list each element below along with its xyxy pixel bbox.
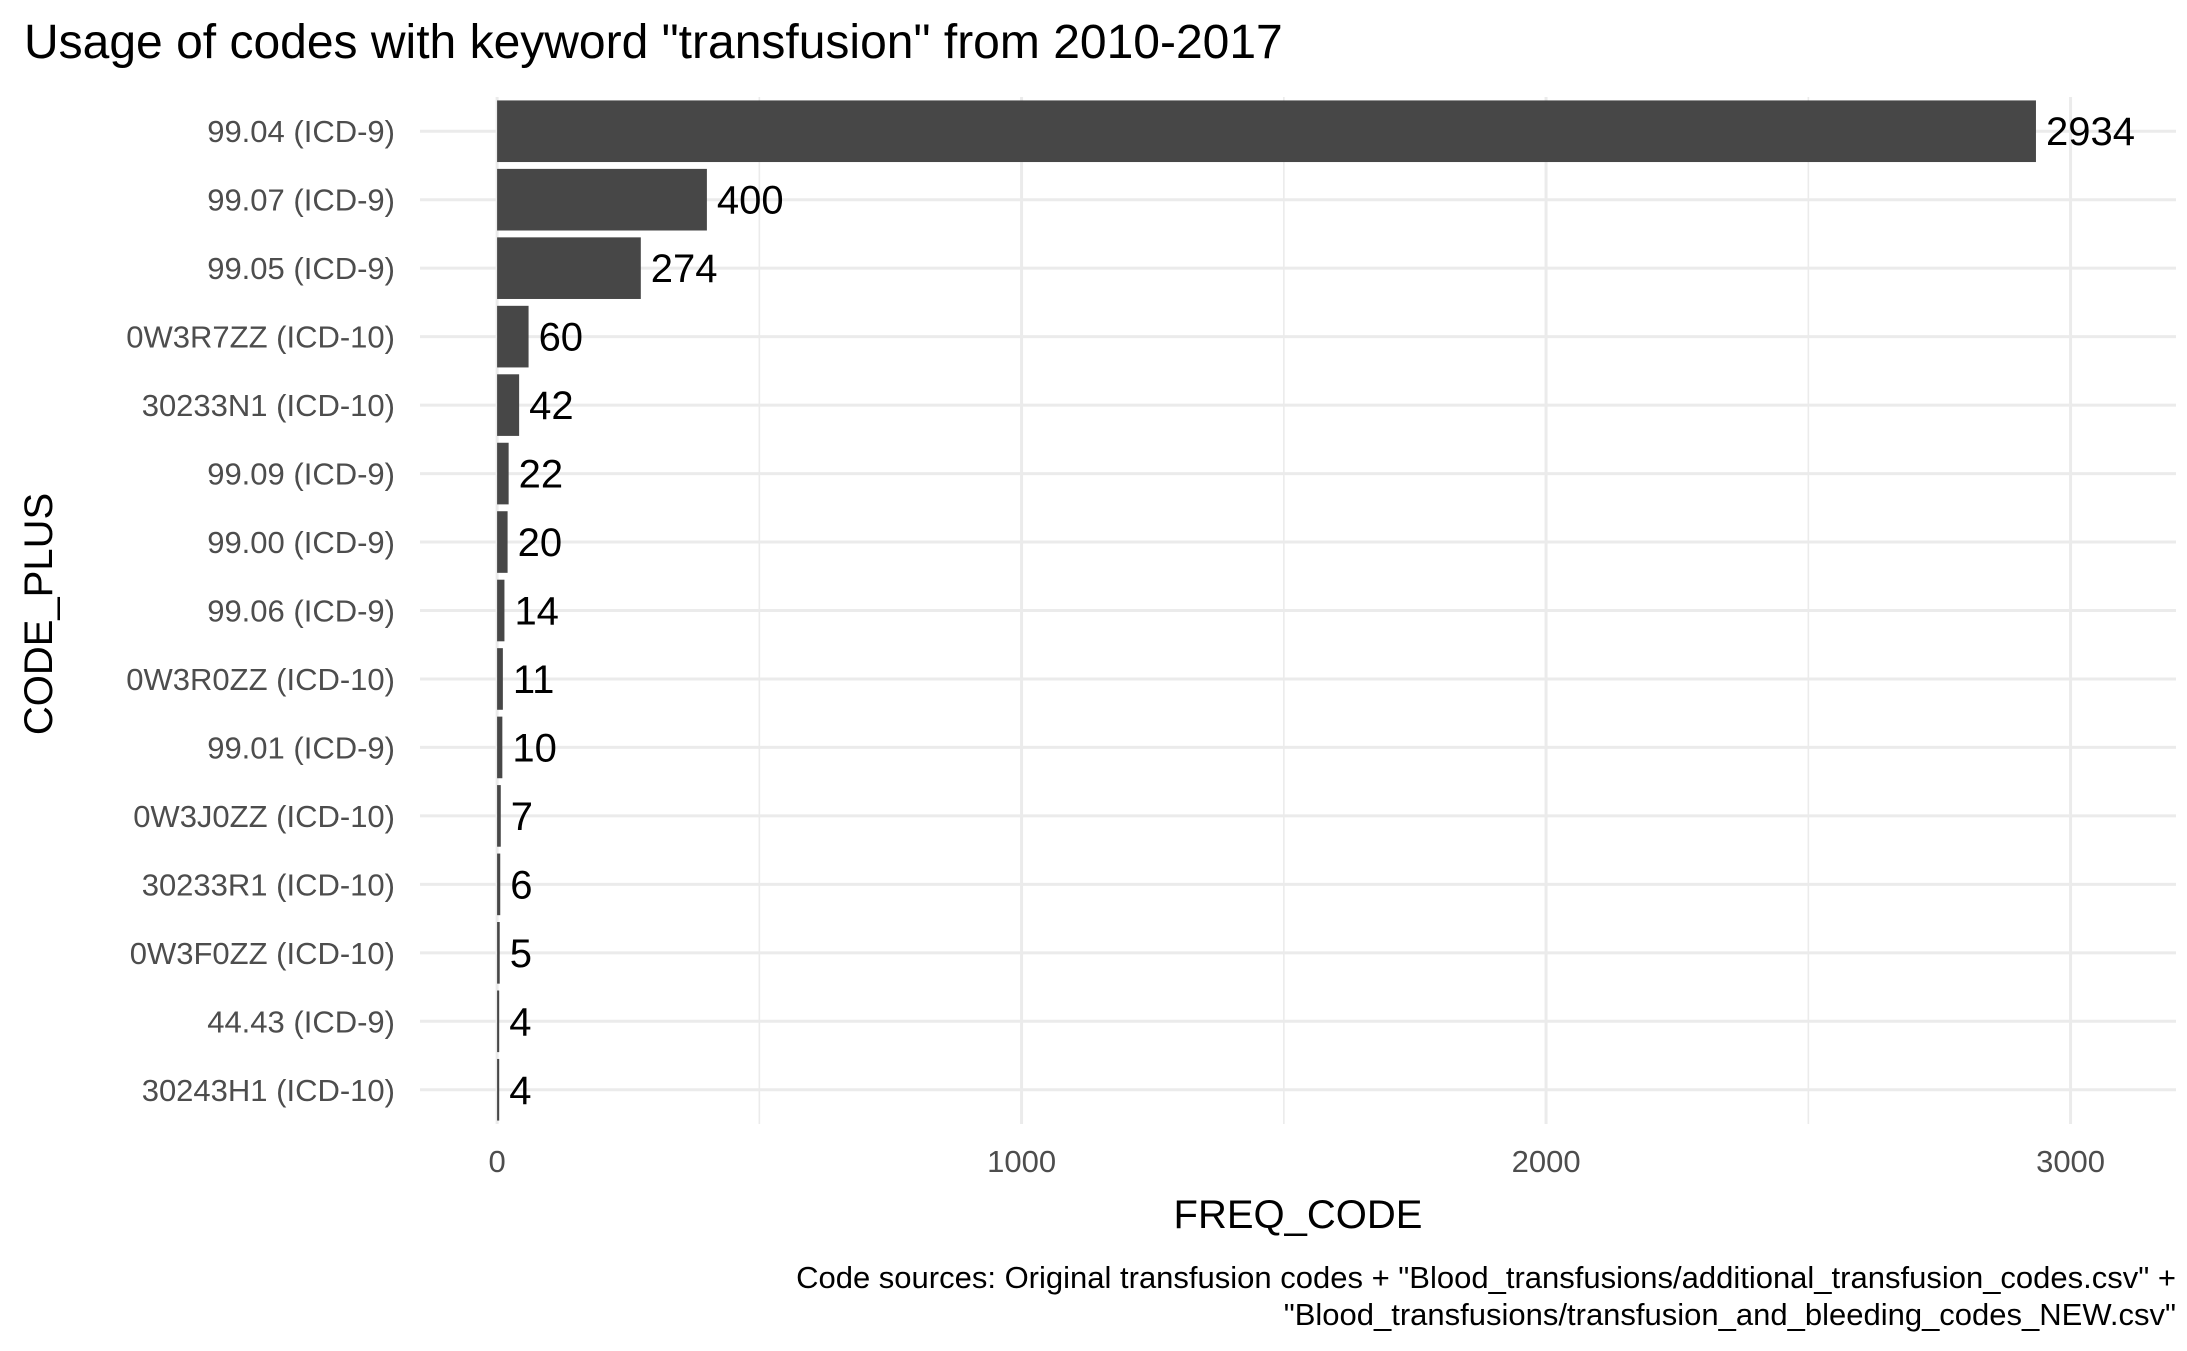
x-tick-label: 1000 [987, 1144, 1056, 1179]
caption-line-1: Code sources: Original transfusion codes… [796, 1260, 2176, 1295]
data-label: 2934 [2046, 110, 2135, 154]
y-tick-label: 0W3R0ZZ (ICD-10) [126, 662, 395, 697]
x-axis-ticks: 0 1000 2000 3000 [488, 1144, 2105, 1179]
bar [497, 648, 503, 710]
data-label: 7 [511, 795, 533, 839]
data-label: 4 [509, 1069, 531, 1113]
data-label: 6 [510, 863, 532, 907]
y-tick-label: 30243H1 (ICD-10) [142, 1073, 395, 1108]
data-label: 5 [510, 932, 532, 976]
x-tick-label: 0 [488, 1144, 505, 1179]
y-tick-label: 30233N1 (ICD-10) [142, 388, 395, 423]
grid [420, 97, 2176, 1124]
bar [497, 579, 505, 642]
bar [497, 922, 500, 984]
data-label: 42 [529, 384, 574, 428]
bar [497, 305, 529, 368]
bar [497, 716, 503, 779]
y-tick-label: 0W3J0ZZ (ICD-10) [133, 799, 395, 834]
y-tick-label: 99.06 (ICD-9) [207, 594, 395, 629]
bar [497, 853, 501, 916]
bar [497, 1058, 500, 1121]
caption-line-2: "Blood_transfusions/transfusion_and_blee… [1284, 1297, 2176, 1332]
bar [497, 990, 500, 1053]
bar [497, 168, 707, 231]
x-axis-title: FREQ_CODE [1174, 1193, 1423, 1237]
data-label: 14 [514, 590, 559, 634]
data-label: 400 [717, 179, 784, 223]
y-tick-label: 99.09 (ICD-9) [207, 457, 395, 492]
y-tick-label: 99.05 (ICD-9) [207, 251, 395, 286]
data-labels: 2934 400 274 60 42 22 20 14 11 10 7 6 5 4 4 [509, 110, 2135, 1113]
data-label: 60 [539, 316, 584, 360]
data-label: 11 [513, 658, 555, 702]
y-tick-label: 44.43 (ICD-9) [207, 1004, 395, 1039]
y-tick-label: 99.04 (ICD-9) [207, 114, 395, 149]
y-tick-label: 99.07 (ICD-9) [207, 183, 395, 218]
data-label: 10 [512, 726, 557, 770]
bar [497, 511, 508, 573]
data-label: 22 [519, 453, 564, 497]
y-axis-title: CODE_PLUS [17, 493, 61, 735]
chart-title: Usage of codes with keyword "transfusion… [24, 16, 1283, 69]
y-tick-label: 99.00 (ICD-9) [207, 525, 395, 560]
y-tick-label: 0W3F0ZZ (ICD-10) [130, 936, 395, 971]
x-tick-label: 3000 [2036, 1144, 2105, 1179]
x-tick-label: 2000 [1512, 1144, 1581, 1179]
data-label: 274 [651, 247, 718, 291]
y-axis-ticks: 99.04 (ICD-9) 99.07 (ICD-9) 99.05 (ICD-9) 0… [126, 114, 395, 1108]
bar [497, 100, 2036, 163]
data-label: 4 [509, 1000, 531, 1044]
y-tick-label: 0W3R7ZZ (ICD-10) [126, 320, 395, 355]
data-label: 20 [518, 521, 563, 565]
bar [497, 442, 509, 505]
y-tick-label: 30233R1 (ICD-10) [142, 867, 395, 902]
bar [497, 374, 520, 436]
bars [497, 100, 2036, 1121]
bar [497, 785, 501, 847]
y-tick-label: 99.01 (ICD-9) [207, 730, 395, 765]
bar [497, 237, 641, 299]
